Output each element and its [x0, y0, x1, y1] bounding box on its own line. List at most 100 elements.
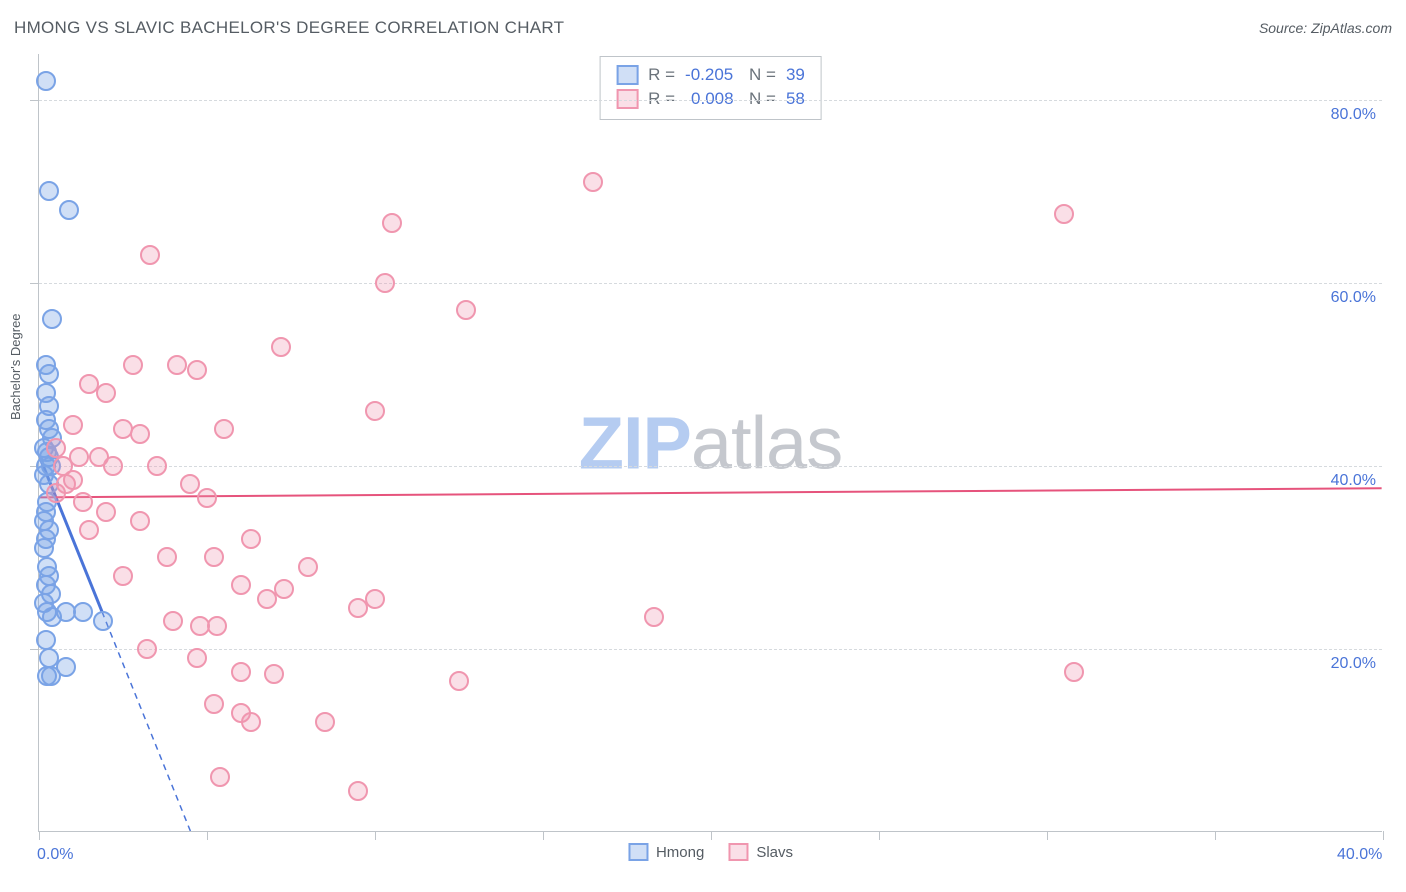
data-point — [96, 383, 116, 403]
data-point — [241, 529, 261, 549]
data-point — [93, 611, 113, 631]
data-point — [187, 360, 207, 380]
data-point — [137, 639, 157, 659]
gridline — [39, 100, 1382, 101]
watermark-light: atlas — [691, 401, 842, 484]
data-point — [210, 767, 230, 787]
data-point — [113, 566, 133, 586]
legend-item-slavs: Slavs — [728, 843, 793, 861]
data-point — [1054, 204, 1074, 224]
data-point — [147, 456, 167, 476]
data-point — [207, 616, 227, 636]
data-point — [365, 401, 385, 421]
data-point — [140, 245, 160, 265]
legend-row-hmong: R = -0.205 N = 39 — [616, 63, 805, 87]
legend-label-slavs: Slavs — [756, 844, 793, 861]
source-attribution: Source: ZipAtlas.com — [1259, 20, 1392, 36]
legend-correlation: R = -0.205 N = 39 R = 0.008 N = 58 — [599, 56, 822, 120]
data-point — [56, 474, 76, 494]
data-point — [204, 694, 224, 714]
y-tick-label: 40.0% — [1331, 472, 1376, 490]
data-point — [34, 538, 54, 558]
chart-title: HMONG VS SLAVIC BACHELOR'S DEGREE CORREL… — [14, 18, 564, 38]
x-tick — [375, 831, 376, 840]
data-point — [264, 664, 284, 684]
x-tick — [711, 831, 712, 840]
legend-item-hmong: Hmong — [628, 843, 704, 861]
data-point — [73, 492, 93, 512]
y-tick-label: 20.0% — [1331, 655, 1376, 673]
y-tick-label: 80.0% — [1331, 106, 1376, 124]
legend-label-hmong: Hmong — [656, 844, 704, 861]
x-tick — [1383, 831, 1384, 840]
data-point — [271, 337, 291, 357]
data-point — [130, 424, 150, 444]
data-point — [96, 502, 116, 522]
data-point — [42, 309, 62, 329]
data-point — [46, 438, 66, 458]
data-point — [382, 213, 402, 233]
data-point — [214, 419, 234, 439]
n-label: N = — [749, 65, 776, 85]
swatch-blue-icon — [616, 65, 638, 85]
data-point — [204, 547, 224, 567]
data-point — [298, 557, 318, 577]
data-point — [123, 355, 143, 375]
r-label: R = — [648, 65, 675, 85]
data-point — [103, 456, 123, 476]
data-point — [180, 474, 200, 494]
data-point — [73, 602, 93, 622]
data-point — [63, 415, 83, 435]
data-point — [449, 671, 469, 691]
data-point — [456, 300, 476, 320]
watermark-bold: ZIP — [579, 401, 691, 484]
x-tick — [39, 831, 40, 840]
x-tick — [543, 831, 544, 840]
gridline — [39, 466, 1382, 467]
data-point — [130, 511, 150, 531]
data-point — [79, 520, 99, 540]
y-tick-label: 60.0% — [1331, 289, 1376, 307]
data-point — [231, 575, 251, 595]
data-point — [157, 547, 177, 567]
x-tick — [879, 831, 880, 840]
x-tick — [1047, 831, 1048, 840]
source-name: ZipAtlas.com — [1311, 20, 1392, 36]
data-point — [36, 630, 56, 650]
data-point — [315, 712, 335, 732]
data-point — [644, 607, 664, 627]
data-point — [39, 364, 59, 384]
data-point — [163, 611, 183, 631]
data-point — [231, 662, 251, 682]
data-point — [41, 666, 61, 686]
data-point — [375, 273, 395, 293]
data-point — [348, 781, 368, 801]
y-axis-label: Bachelor's Degree — [8, 313, 23, 420]
data-point — [241, 712, 261, 732]
x-tick — [207, 831, 208, 840]
data-point — [257, 589, 277, 609]
swatch-pink-icon — [728, 843, 748, 861]
r-value-hmong: -0.205 — [685, 65, 739, 85]
legend-series: Hmong Slavs — [628, 843, 793, 861]
x-tick-label: 0.0% — [37, 846, 73, 864]
data-point — [197, 488, 217, 508]
data-point — [59, 200, 79, 220]
data-point — [36, 71, 56, 91]
data-point — [187, 648, 207, 668]
data-point — [348, 598, 368, 618]
chart-header: HMONG VS SLAVIC BACHELOR'S DEGREE CORREL… — [14, 18, 1392, 38]
data-point — [39, 181, 59, 201]
data-point — [1064, 662, 1084, 682]
x-tick — [1215, 831, 1216, 840]
n-value-hmong: 39 — [786, 65, 805, 85]
source-label: Source: — [1259, 20, 1307, 36]
data-point — [583, 172, 603, 192]
x-tick-label: 40.0% — [1337, 846, 1382, 864]
gridline — [39, 283, 1382, 284]
swatch-blue-icon — [628, 843, 648, 861]
gridline — [39, 649, 1382, 650]
watermark: ZIPatlas — [579, 400, 842, 485]
scatter-plot-area: ZIPatlas R = -0.205 N = 39 R = 0.008 N =… — [38, 54, 1382, 832]
data-point — [167, 355, 187, 375]
